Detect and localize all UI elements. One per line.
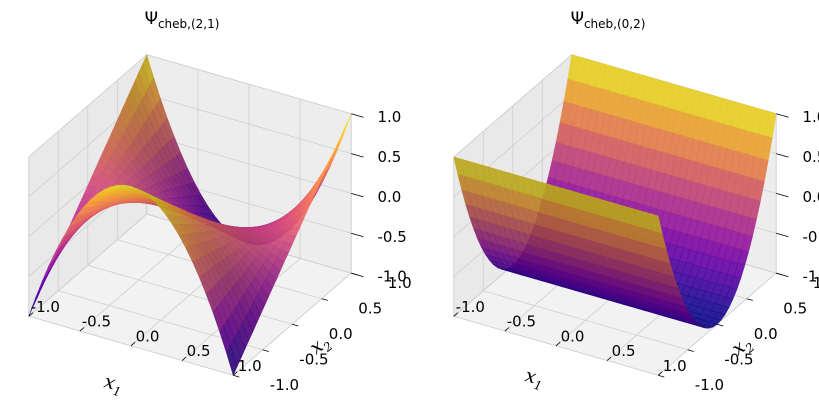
z-tick-label: -0.5 bbox=[378, 228, 407, 246]
x1-tick-mark bbox=[606, 356, 612, 361]
x2-tick-mark bbox=[233, 374, 240, 378]
gridline bbox=[146, 94, 352, 154]
z-tick-mark bbox=[351, 272, 364, 278]
x2-tick-label: 0.5 bbox=[783, 300, 807, 318]
x2-tick-label: -0.5 bbox=[724, 351, 753, 369]
z-tick-mark bbox=[776, 193, 789, 198]
surface-panel-cheb-0-2: Ψcheb,(0,2) -1.0-0.50.00.51.0-1.0-0.50.0… bbox=[452, 9, 819, 394]
z-tick-mark bbox=[776, 232, 789, 238]
z-tick-mark bbox=[776, 113, 789, 118]
x1-axis-label: x1 bbox=[522, 365, 546, 394]
surface-panel-cheb-2-1: Ψcheb,(2,1) -1.0-0.50.00.51.0-1.0-0.50.0… bbox=[27, 9, 412, 400]
z-tick-label: 0.0 bbox=[378, 188, 402, 206]
x2-tick-mark bbox=[658, 374, 665, 378]
x1-axis-label: x1 bbox=[101, 371, 125, 400]
z-tick-mark bbox=[776, 153, 789, 158]
x1-tick-mark bbox=[453, 312, 459, 317]
z-tick-mark bbox=[776, 272, 789, 278]
tick-labels: -1.0-0.50.00.51.0-1.0-0.50.00.51.0-1.0-0… bbox=[28, 108, 412, 394]
z-tick-mark bbox=[351, 232, 364, 238]
z-tick-label: 0.0 bbox=[803, 188, 819, 206]
panel-title: Ψcheb,(2,1) bbox=[145, 9, 220, 31]
z-tick-mark bbox=[351, 153, 364, 158]
x2-tick-label: -1.0 bbox=[695, 376, 724, 394]
x2-tick-label: -1.0 bbox=[270, 376, 299, 394]
x1-tick-label: 0.0 bbox=[136, 328, 160, 346]
panel-title: Ψcheb,(0,2) bbox=[571, 9, 646, 31]
x2-tick-label: -0.5 bbox=[299, 351, 328, 369]
gridline bbox=[453, 54, 573, 158]
z-tick-label: 1.0 bbox=[378, 108, 402, 126]
x1-tick-label: 0.5 bbox=[187, 342, 211, 360]
z-tick-mark bbox=[351, 113, 364, 118]
x2-tick-label: 0.5 bbox=[358, 300, 382, 318]
z-tick-label: 0.5 bbox=[378, 148, 402, 166]
x1-tick-mark bbox=[79, 327, 85, 332]
x1-tick-mark bbox=[232, 371, 238, 376]
x1-tick-label: -1.0 bbox=[456, 298, 485, 316]
x2-tick-mark bbox=[746, 298, 753, 301]
x2-tick-mark bbox=[717, 323, 724, 327]
gridline bbox=[28, 54, 148, 158]
z-tick-label: -1.0 bbox=[378, 268, 407, 286]
z-tick-label: -0.5 bbox=[803, 228, 819, 246]
surface-patch bbox=[651, 213, 663, 234]
x2-tick-mark bbox=[292, 323, 299, 327]
x2-tick-mark bbox=[687, 349, 694, 352]
x1-tick-mark bbox=[504, 327, 510, 332]
x2-tick-label: 0.0 bbox=[754, 325, 778, 343]
gridline bbox=[146, 54, 352, 115]
z-tick-label: 0.5 bbox=[803, 148, 819, 166]
z-tick-mark bbox=[351, 193, 364, 198]
x1-tick-mark bbox=[657, 371, 663, 376]
x2-tick-label: 0.0 bbox=[329, 325, 353, 343]
x1-tick-label: 1.0 bbox=[663, 357, 687, 375]
x1-tick-label: -0.5 bbox=[507, 313, 536, 331]
x1-tick-label: 0.5 bbox=[612, 342, 636, 360]
x2-tick-label: 1.0 bbox=[813, 274, 819, 292]
x2-tick-label: 1.0 bbox=[388, 274, 412, 292]
x1-tick-mark bbox=[555, 341, 561, 347]
surface-patch bbox=[157, 205, 170, 216]
x1-tick-label: 1.0 bbox=[238, 357, 262, 375]
z-tick-label: 1.0 bbox=[803, 108, 819, 126]
x1-tick-mark bbox=[181, 356, 187, 361]
x1-tick-label: 0.0 bbox=[561, 328, 585, 346]
x1-tick-mark bbox=[130, 341, 136, 347]
x2-tick-mark bbox=[321, 298, 328, 301]
z-tick-label: -1.0 bbox=[803, 268, 819, 286]
x1-tick-label: -0.5 bbox=[82, 313, 111, 331]
surface-mesh bbox=[453, 54, 777, 329]
surface-mesh bbox=[28, 54, 352, 376]
x2-tick-mark bbox=[262, 349, 269, 352]
tick-labels: -1.0-0.50.00.51.0-1.0-0.50.00.51.0-1.0-0… bbox=[453, 108, 819, 394]
x1-tick-mark bbox=[28, 312, 34, 317]
x1-tick-label: -1.0 bbox=[31, 298, 60, 316]
